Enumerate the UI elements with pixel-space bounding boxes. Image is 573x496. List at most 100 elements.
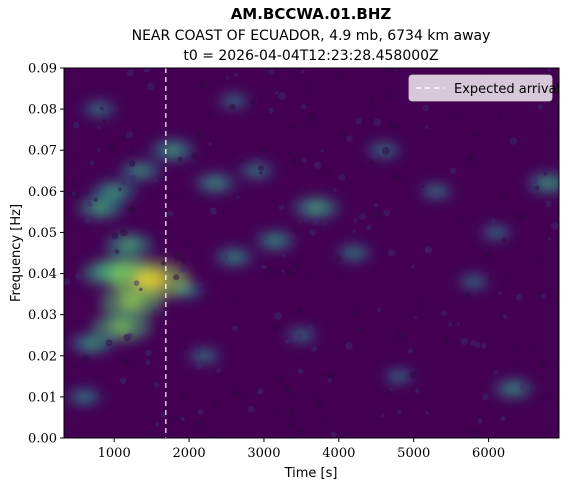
heatmap-hotspot-core xyxy=(392,372,405,380)
heatmap-speckle xyxy=(215,367,222,373)
heatmap-speckle xyxy=(500,416,506,422)
heatmap-speckle xyxy=(249,98,255,105)
y-tick-label: 0.00 xyxy=(28,432,57,447)
heatmap-speckle xyxy=(311,345,317,352)
heatmap-speckle xyxy=(330,431,337,438)
heatmap-speckle xyxy=(530,176,538,184)
heatmap-speckle xyxy=(493,370,499,376)
heatmap-speckle xyxy=(456,322,460,326)
y-tick-label: 0.04 xyxy=(28,267,57,282)
heatmap-speckle xyxy=(370,97,376,103)
heatmap-speckle xyxy=(373,202,379,208)
heatmap-speckle xyxy=(409,370,418,379)
heatmap-speckle xyxy=(70,179,77,186)
heatmap-speckle xyxy=(272,323,280,331)
heatmap-speckle xyxy=(71,191,76,196)
heatmap-speckle xyxy=(332,188,337,193)
heatmap-speckle xyxy=(145,430,151,436)
heatmap-speckle xyxy=(387,248,396,257)
heatmap-speckle xyxy=(297,334,302,339)
heatmap-speckle xyxy=(139,287,143,292)
heatmap-speckle xyxy=(225,76,230,80)
heatmap-speckle xyxy=(387,389,392,394)
heatmap-speckle xyxy=(306,324,314,332)
heatmap-speckle xyxy=(294,263,301,270)
heatmap-speckle xyxy=(543,171,548,176)
heatmap-speckle-layer xyxy=(64,68,559,438)
heatmap-speckle xyxy=(466,154,474,163)
heatmap-speckle xyxy=(540,293,546,300)
heatmap-speckle xyxy=(498,291,502,295)
heatmap-speckle xyxy=(306,85,311,90)
heatmap-hotspot-core xyxy=(197,352,211,360)
heatmap-speckle xyxy=(268,69,275,76)
heatmap-speckle xyxy=(374,211,382,219)
heatmap-hotspot-core xyxy=(429,187,443,196)
heatmap-speckle xyxy=(421,184,425,188)
heatmap-speckle xyxy=(453,116,458,121)
heatmap-speckle xyxy=(286,268,294,277)
legend-box xyxy=(408,74,553,102)
heatmap-speckle xyxy=(345,342,353,351)
heatmap-speckle xyxy=(373,118,381,126)
heatmap-speckle xyxy=(380,413,385,418)
heatmap-speckle xyxy=(305,273,309,278)
heatmap-speckle xyxy=(118,187,122,192)
chart-start-time: t0 = 2026-04-04T12:23:28.458000Z xyxy=(183,48,438,64)
heatmap-speckle xyxy=(208,142,212,146)
chart-subtitle: NEAR COAST OF ECUADOR, 4.9 mb, 6734 km a… xyxy=(132,28,491,44)
heatmap-speckle xyxy=(128,148,134,154)
heatmap-speckle xyxy=(234,72,239,77)
heatmap-speckle xyxy=(464,292,471,299)
heatmap-speckle xyxy=(336,74,341,80)
heatmap-speckle xyxy=(414,315,418,319)
heatmap-speckle xyxy=(537,104,544,110)
heatmap-speckle xyxy=(474,341,481,348)
heatmap-speckle xyxy=(174,415,179,420)
heatmap-speckle xyxy=(377,308,382,313)
heatmap-speckle xyxy=(424,246,433,254)
y-tick-label: 0.01 xyxy=(28,390,57,405)
heatmap-speckle xyxy=(296,426,305,435)
heatmap-hotspot-core xyxy=(92,105,107,113)
heatmap-speckle xyxy=(299,219,303,223)
x-tick-label: 4000 xyxy=(322,446,355,461)
heatmap-speckle xyxy=(195,131,203,139)
heatmap-speckle xyxy=(326,371,334,379)
heatmap-speckle xyxy=(544,132,549,136)
heatmap-speckle xyxy=(512,344,516,349)
heatmap-speckle xyxy=(470,428,478,436)
heatmap-hotspot-core xyxy=(91,202,111,214)
heatmap-speckle xyxy=(297,368,304,375)
heatmap-speckle xyxy=(64,426,69,434)
heatmap-speckle xyxy=(550,222,559,230)
heatmap-speckle xyxy=(81,355,90,364)
heatmap-hotspot-core xyxy=(163,145,182,156)
heatmap-speckle xyxy=(481,343,487,349)
heatmap-speckle xyxy=(548,237,552,241)
heatmap-speckle xyxy=(128,160,136,167)
y-tick-label: 0.02 xyxy=(28,349,57,364)
heatmap-speckle xyxy=(289,151,294,156)
heatmap-speckle xyxy=(472,131,478,137)
heatmap-speckle xyxy=(253,158,259,163)
heatmap-speckle xyxy=(278,92,286,100)
heatmap-speckle xyxy=(312,217,320,225)
heatmap-speckle xyxy=(352,229,356,233)
heatmap-speckle xyxy=(184,345,188,350)
heatmap-speckle xyxy=(546,68,551,72)
heatmap-speckle xyxy=(99,106,104,111)
y-axis-ticks: 0.00 0.01 0.02 0.03 0.04 0.05 0.06 0.07 0.08 0.09 xyxy=(28,62,64,447)
heatmap-speckle xyxy=(293,228,299,234)
heatmap-speckle xyxy=(232,325,238,332)
heatmap-speckle xyxy=(490,218,496,224)
heatmap-speckle xyxy=(287,422,295,430)
heatmap-speckle xyxy=(120,180,126,186)
heatmap-speckle xyxy=(127,206,135,214)
heatmap-speckle xyxy=(181,258,188,264)
heatmap-speckle xyxy=(97,126,101,130)
heatmap-speckle xyxy=(86,201,93,208)
heatmap-speckle xyxy=(459,218,463,223)
heatmap-hotspot-core xyxy=(119,239,139,251)
heatmap-speckle xyxy=(195,362,203,370)
